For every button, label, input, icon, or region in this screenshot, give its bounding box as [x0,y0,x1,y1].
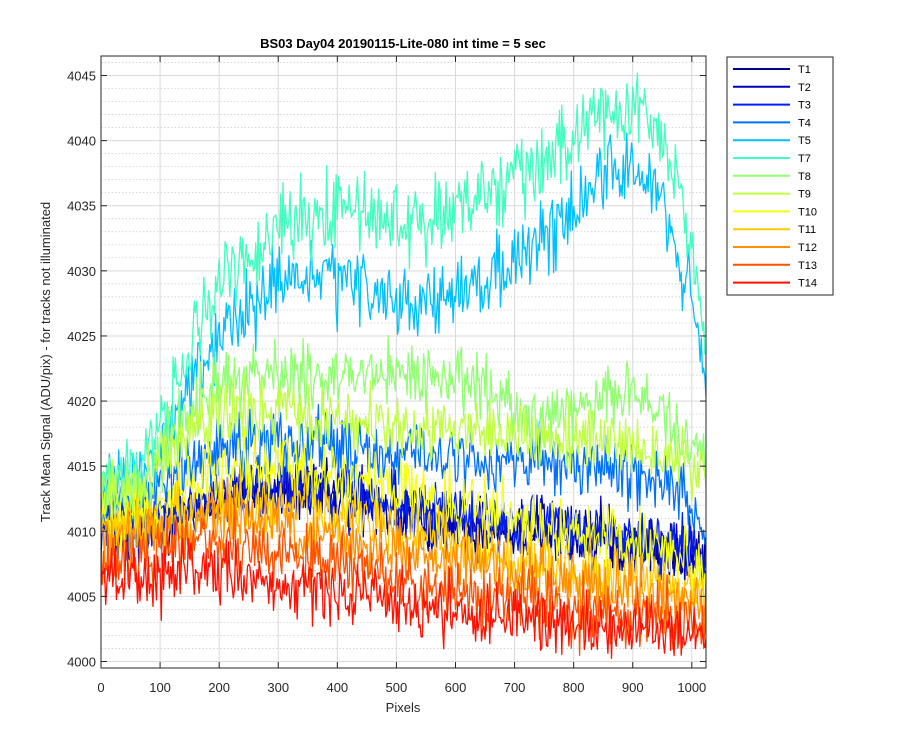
y-axis-label: Track Mean Signal (ADU/pix) - for tracks… [38,202,53,522]
legend-label-t4: T4 [798,117,811,129]
plot-border [100,55,707,669]
y-tick-label: 4030 [67,264,96,279]
legend-label-t13: T13 [798,260,817,272]
series-line-t7 [101,72,706,496]
legend-label-t1: T1 [798,64,811,76]
legend-label-t11: T11 [798,224,816,236]
legend-label-t2: T2 [798,82,811,94]
legend-label-t9: T9 [798,189,811,201]
y-tick-label: 4020 [67,394,96,409]
x-axis: 0 100 200 300 400 500 600 700 800 900 1000 [97,56,706,695]
x-tick-label: 500 [386,680,408,695]
legend-label-t10: T10 [798,206,817,218]
x-tick-label: 600 [445,680,467,695]
y-tick-label: 4000 [67,654,96,669]
y-tick-label: 4015 [67,459,96,474]
y-axis: 4000 4005 4010 4015 4020 4025 4030 4035 4040 4045 [67,69,706,669]
series-lines [101,72,706,660]
x-tick-label: 0 [97,680,104,695]
series-line-t4 [101,403,706,545]
x-tick-label: 200 [208,680,230,695]
chart-title: BS03 Day04 20190115-Lite-080 int time = … [260,36,546,51]
series-line-t14 [101,537,706,660]
legend-label-t14: T14 [798,278,817,290]
x-tick-label: 1000 [677,680,706,695]
series-line-t9 [101,372,706,525]
legend-label-t5: T5 [798,135,811,147]
series-line-t10 [101,427,706,598]
x-tick-label: 800 [563,680,585,695]
legend-label-t3: T3 [798,100,811,112]
y-tick-label: 4005 [67,589,96,604]
legend: T1 T2 T3 T4 T5 T7 T8 T9 T10 T11 T12 T13 T14 [726,56,834,296]
y-tick-label: 4010 [67,524,96,539]
y-tick-label: 4040 [67,134,96,149]
legend-label-t7: T7 [798,153,811,165]
y-tick-label: 4035 [67,199,96,214]
x-tick-label: 900 [622,680,644,695]
legend-label-t8: T8 [798,171,811,183]
legend-label-t12: T12 [798,242,817,254]
x-tick-label: 700 [504,680,526,695]
series-line-t5 [101,132,706,518]
x-tick-label: 100 [149,680,171,695]
y-tick-label: 4025 [67,329,96,344]
x-axis-label: Pixels [386,700,421,715]
x-tick-label: 300 [267,680,289,695]
y-tick-label: 4045 [67,69,96,84]
x-tick-label: 400 [326,680,348,695]
